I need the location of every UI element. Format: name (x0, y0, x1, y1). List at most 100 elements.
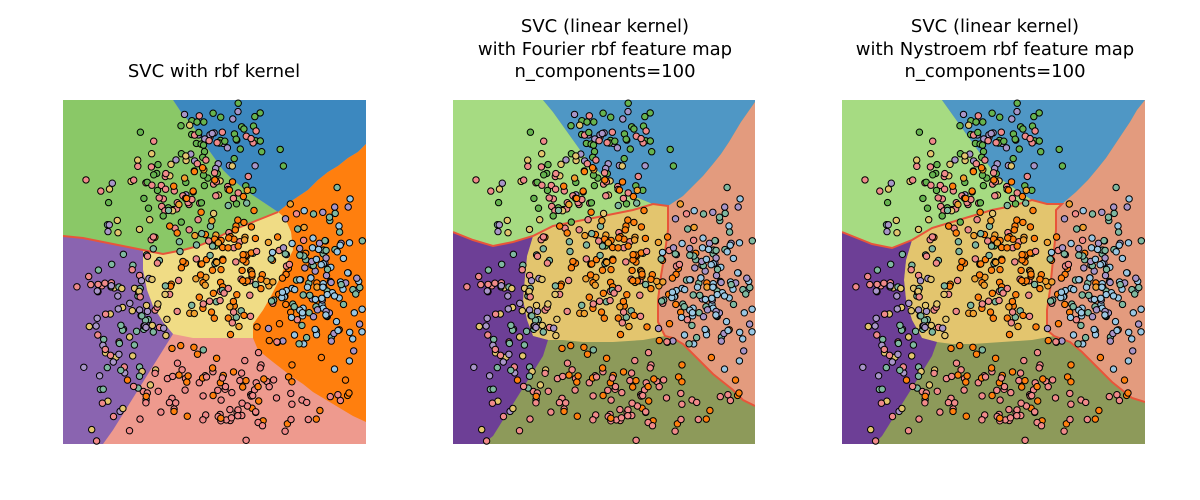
panel-3-point-528 (905, 299, 913, 308)
panel-2-point-137 (552, 169, 560, 178)
panel-2-point-371 (703, 306, 712, 314)
panel-2-point-278 (567, 264, 576, 272)
panel-3-point-84 (932, 186, 941, 195)
panel-3-point-497 (978, 300, 987, 308)
panel-1-point-597 (136, 415, 144, 423)
panel-3-point-463 (928, 328, 937, 336)
panel-1-point-651 (218, 374, 227, 382)
panel-1-point-134 (155, 194, 163, 202)
panel-2-point-130 (503, 216, 511, 225)
panel-3-point-369 (1069, 331, 1078, 339)
panel-3-point-292 (1027, 270, 1035, 278)
panel-1-point-383 (294, 225, 302, 233)
panel-2-point-65 (589, 141, 598, 149)
panel-1-point-477 (143, 307, 152, 316)
panel-1-point-594 (181, 386, 189, 394)
panel-3-point-112 (965, 121, 973, 129)
panel-2-point-536 (495, 221, 503, 229)
panel-1-point-419 (337, 280, 345, 289)
panel-1-point-612 (109, 412, 118, 421)
panel-3-point-660 (880, 345, 888, 354)
panel-2-point-185 (556, 222, 564, 230)
panel-1-point-489 (115, 339, 124, 348)
panel-1-point-586 (284, 373, 293, 381)
panel-2-point-213 (614, 284, 623, 293)
panel-3-point-501 (925, 381, 934, 389)
panel-1-point-479 (109, 358, 117, 366)
panel-3-title-line-1: SVC (linear kernel) (911, 16, 1079, 37)
panel-2-point-546 (463, 283, 471, 291)
panel-3-point-427 (1078, 291, 1086, 299)
panel-2-point-376 (748, 237, 756, 245)
panel-1-point-172 (199, 346, 208, 354)
panel-1-point-112 (186, 121, 194, 129)
panel-1-point-451 (128, 307, 137, 315)
panel-3-point-109 (981, 156, 989, 164)
panel-3-point-520 (873, 331, 881, 339)
panel-3-point-559 (957, 366, 965, 374)
panel-3-point-419 (1116, 280, 1124, 289)
panel-1-point-523 (88, 425, 96, 434)
panel-2-point-582 (515, 427, 524, 435)
panel-2-point-290 (629, 192, 638, 201)
panel-1-point-124 (195, 112, 204, 120)
panel-2-point-296 (637, 223, 646, 231)
panel-2-point-630 (555, 398, 564, 407)
panel-3-point-287 (1019, 311, 1027, 320)
panel-3-point-655 (1060, 427, 1068, 435)
panel-2-point-262 (621, 226, 630, 234)
panel-3-point-648 (871, 437, 880, 445)
panel-2-point-459 (477, 280, 485, 289)
panel-1-point-11 (177, 122, 185, 130)
panel-2-point-531 (538, 275, 546, 284)
panel-2-point-435 (712, 311, 720, 319)
panel-1-point-657 (199, 392, 207, 400)
panel-3-point-448 (871, 322, 879, 330)
panel-3-point-426 (1106, 278, 1114, 287)
panel-3-point-546 (852, 283, 860, 291)
panel-3-point-584 (885, 351, 894, 360)
panel-3-point-540 (914, 372, 923, 380)
panel-1-point-176 (217, 265, 225, 274)
panel-3-point-299 (1079, 223, 1087, 232)
panel-2-point-152 (641, 234, 650, 243)
panel-3-point-253 (967, 301, 975, 310)
panel-3-point-183 (1004, 186, 1013, 194)
panel-1-point-209 (232, 258, 240, 266)
panel-3-point-464 (887, 260, 895, 269)
panel-1-point-64 (180, 110, 189, 119)
panel-1-plot-area (63, 99, 366, 445)
panel-2-point-616 (541, 369, 549, 377)
panel-2-point-480 (509, 404, 517, 413)
panel-2-point-579 (677, 389, 685, 398)
panel-1-point-61 (279, 162, 288, 170)
panel-3-point-565 (1091, 415, 1100, 423)
panel-3-point-477 (922, 307, 931, 316)
panel-1-point-73 (177, 218, 186, 226)
panel-1-point-371 (313, 306, 322, 314)
panel-3-point-185 (945, 222, 953, 230)
panel-1-point-543 (118, 284, 126, 293)
panel-3-point-444 (872, 314, 880, 323)
panel-2-point-624 (488, 399, 497, 407)
panel-1-point-191 (192, 255, 201, 263)
panel-1-point-412 (336, 241, 344, 249)
panel-2-point-252 (614, 201, 623, 210)
panel-2-point-610 (532, 399, 540, 407)
panel-1-point-12 (200, 181, 209, 190)
panel-1-point-498 (100, 335, 108, 344)
panel-3-point-40 (1013, 99, 1021, 107)
panel-1-point-538 (129, 352, 137, 360)
panel-3-point-39 (1023, 172, 1032, 181)
panel-2-point-501 (536, 381, 545, 389)
panel-3-point-646 (1048, 376, 1057, 384)
panel-3-point-489 (894, 339, 903, 348)
panel-1-point-308 (308, 244, 317, 252)
panel-2-point-434 (693, 283, 702, 291)
panel-2-point-650 (677, 415, 685, 424)
panel-1-point-276 (206, 251, 214, 260)
panel-2-point-522 (484, 280, 492, 289)
panel-2-point-470 (505, 350, 513, 359)
panel-3-point-557 (1018, 383, 1026, 391)
panel-1-point-264 (173, 229, 181, 237)
